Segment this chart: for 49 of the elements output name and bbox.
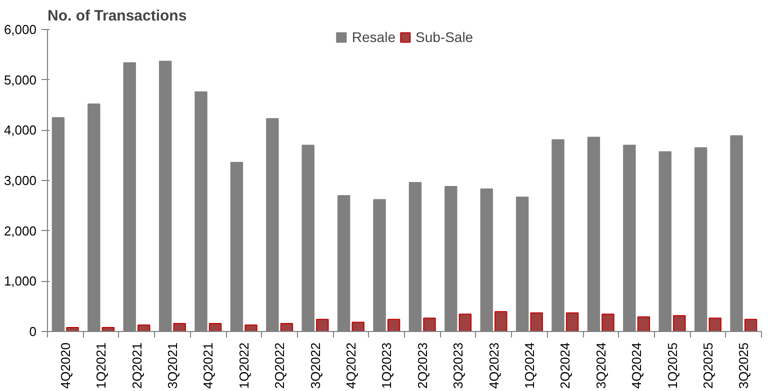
x-tick-label: 4Q2022 (343, 342, 358, 389)
bar (566, 312, 579, 332)
x-tick-label: 4Q2023 (486, 342, 502, 389)
bar (208, 322, 222, 332)
y-tick-label: 3,000 (4, 173, 37, 188)
bar (673, 315, 686, 332)
legend-label: Sub-Sale (416, 29, 474, 45)
y-tick-label: 4,000 (4, 122, 37, 138)
y-tick-label: 6,000 (4, 22, 37, 37)
y-tick-label: 5,000 (4, 72, 37, 88)
x-tick-label: 1Q2025 (664, 342, 680, 389)
x-tick-label: 3Q2023 (450, 342, 466, 389)
x-tick-label: 4Q2021 (200, 342, 216, 389)
x-tick-label: 4Q2020 (58, 342, 73, 389)
bar (458, 314, 472, 332)
x-tick-label: 2Q2022 (272, 342, 288, 389)
chart-title: No. of Transactions (48, 8, 187, 24)
x-tick-label: 4Q2024 (629, 342, 644, 389)
bar (138, 324, 150, 332)
x-tick-label: 3Q2021 (164, 342, 180, 389)
y-tick-label: 0 (29, 324, 37, 339)
x-tick-label: 1Q2023 (379, 342, 394, 389)
bar (708, 318, 722, 332)
y-tick-label: 2,000 (4, 223, 37, 238)
bar (637, 316, 650, 332)
bar (744, 318, 758, 332)
bar (352, 322, 364, 332)
legend-label: Resale (352, 29, 396, 45)
bar (244, 324, 258, 332)
x-tick-label: 2Q2024 (558, 342, 573, 389)
bar (173, 322, 186, 332)
bar (66, 326, 79, 332)
bar (387, 318, 400, 332)
bar (316, 318, 329, 332)
bar (602, 314, 614, 332)
x-tick-label: 2Q2021 (129, 342, 144, 389)
x-tick-label: 3Q2024 (593, 342, 608, 389)
x-tick-label: 1Q2024 (522, 342, 537, 389)
y-tick-label: 1,000 (4, 274, 37, 289)
x-tick-label: 2Q2025 (700, 342, 716, 389)
bar (494, 311, 508, 332)
bar (280, 322, 294, 332)
x-tick-label: 1Q2022 (236, 342, 252, 389)
bar (530, 312, 543, 332)
x-tick-label: 3Q2022 (308, 342, 323, 389)
x-tick-label: 1Q2021 (94, 342, 109, 389)
bar (423, 318, 436, 332)
x-tick-label: 2Q2023 (414, 342, 430, 389)
x-tick-label: 3Q2025 (736, 342, 752, 389)
